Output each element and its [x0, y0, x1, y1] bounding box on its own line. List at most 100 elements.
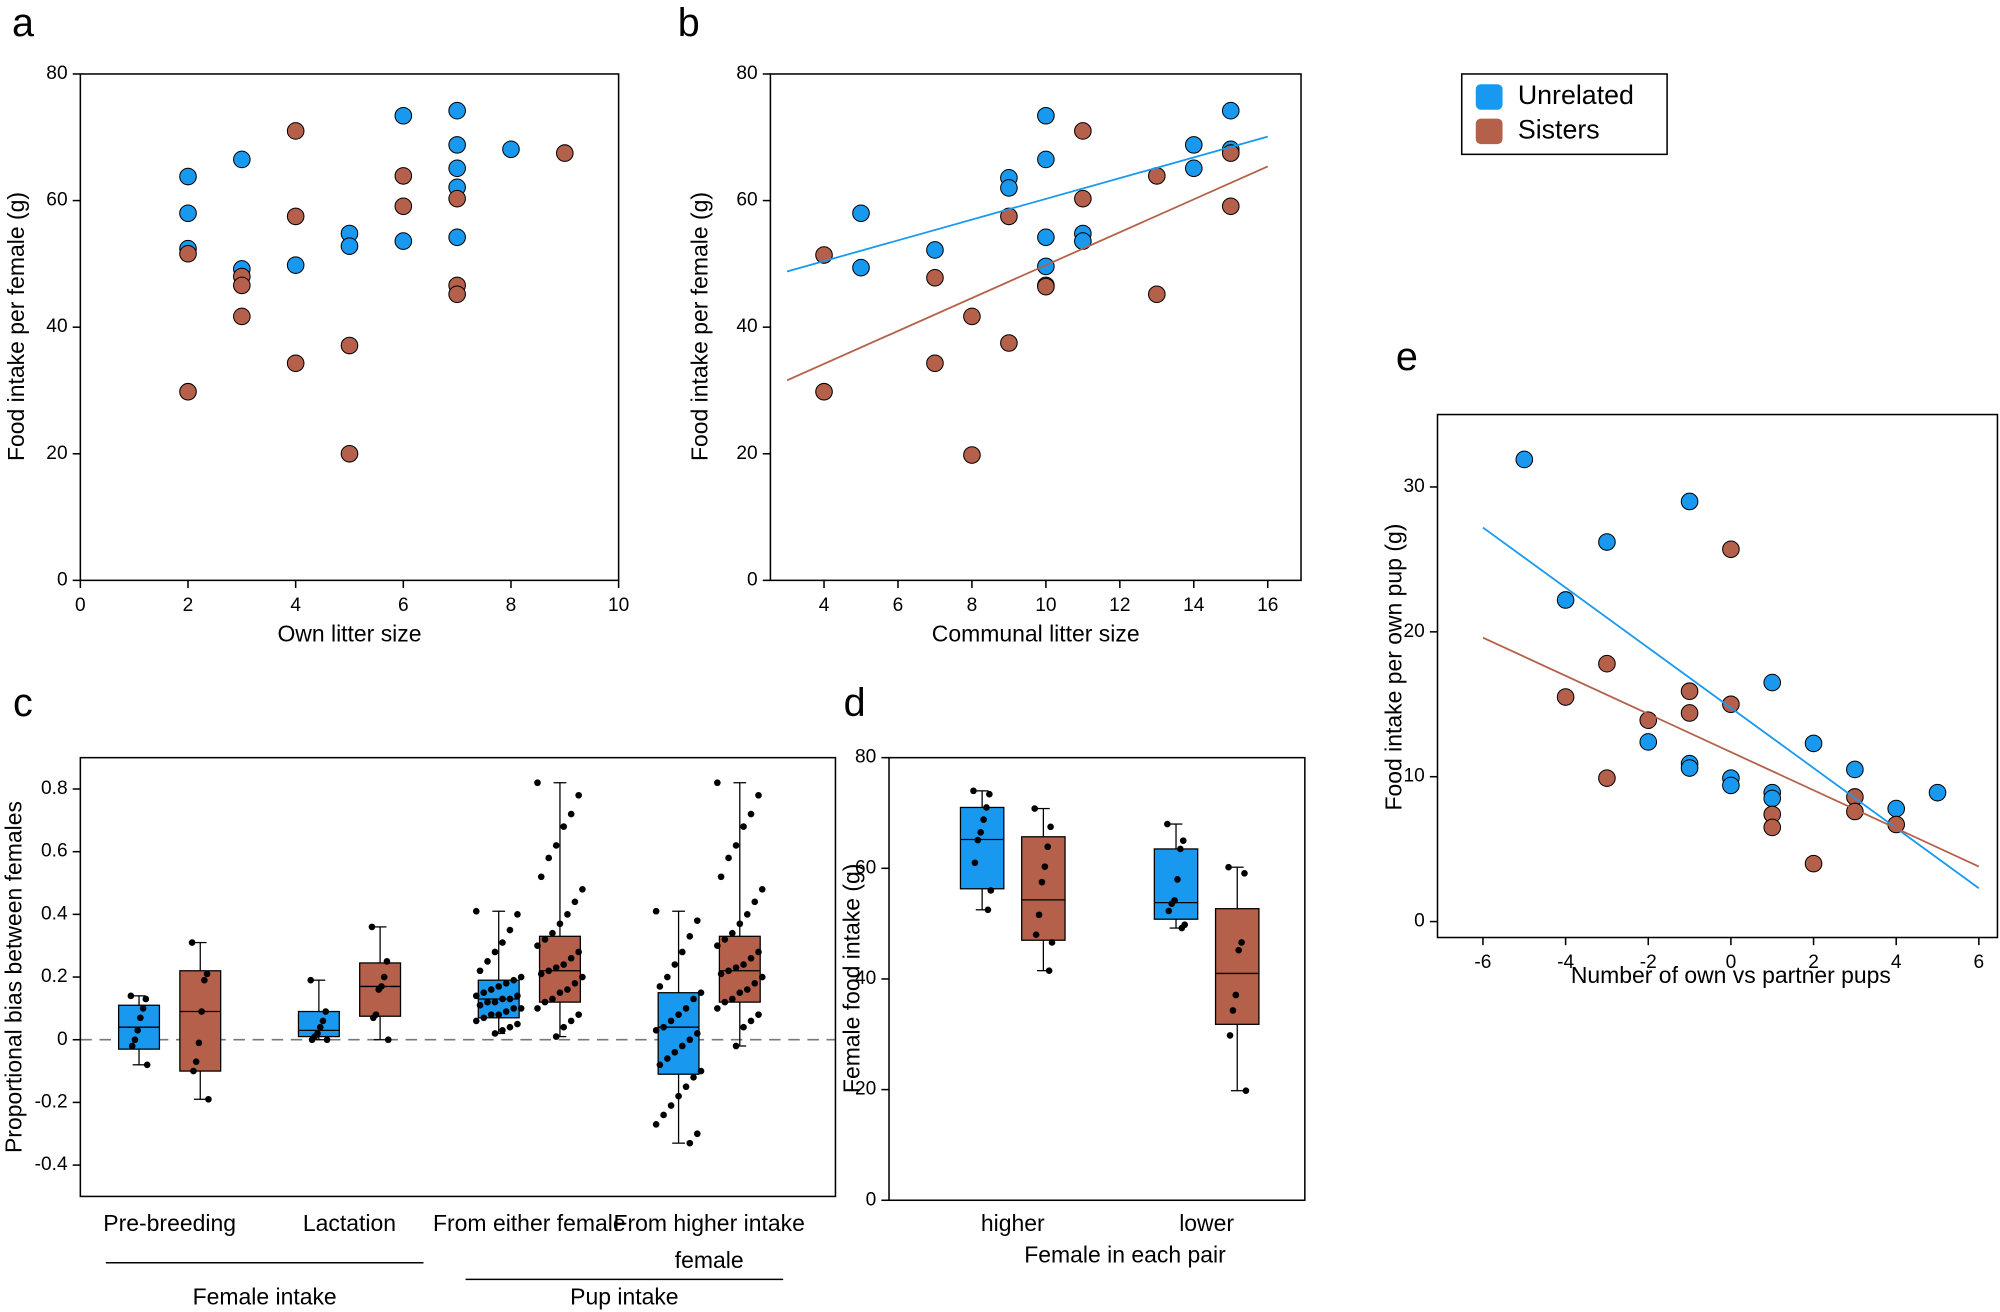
- x-tick-label: 2: [183, 595, 194, 616]
- box-point: [137, 1014, 144, 1022]
- box-point: [1045, 967, 1053, 974]
- data-point: [1680, 682, 1699, 701]
- box-point: [987, 887, 995, 894]
- plot-frame: [1436, 413, 1999, 939]
- box-point: [671, 961, 679, 968]
- box-point: [484, 958, 491, 965]
- box-point: [319, 1017, 327, 1025]
- data-point: [852, 258, 870, 277]
- box-point: [664, 1055, 671, 1062]
- box-point: [552, 842, 560, 849]
- box-point: [678, 1042, 686, 1050]
- group-label: Female intake: [193, 1284, 337, 1310]
- box-point: [472, 1017, 480, 1025]
- box-point: [514, 1020, 521, 1028]
- category-label: Lactation: [302, 1210, 397, 1236]
- box-point: [728, 929, 736, 937]
- box-point: [1035, 911, 1043, 919]
- box-point: [751, 979, 759, 987]
- box-point: [545, 854, 553, 862]
- x-tick-label: 2: [1808, 952, 1819, 973]
- box-point: [758, 973, 766, 981]
- x-tick-label: 6: [893, 595, 904, 616]
- box-point: [502, 1008, 510, 1015]
- data-point: [1722, 540, 1740, 559]
- data-point: [1722, 695, 1740, 714]
- y-tick-label: 0.4: [41, 903, 68, 924]
- box-point: [190, 1067, 197, 1075]
- box: [657, 992, 700, 1075]
- y-axis-label: Female food intake (g): [838, 864, 864, 1093]
- box-point: [714, 779, 721, 787]
- box-point: [652, 907, 660, 915]
- y-tick-label: 0: [57, 1029, 68, 1050]
- box-point: [686, 932, 694, 940]
- data-point: [448, 228, 466, 247]
- data-point: [1680, 759, 1699, 777]
- box-point: [660, 1023, 667, 1031]
- data-point: [815, 382, 833, 401]
- box-point: [556, 920, 564, 928]
- box-point: [667, 1102, 675, 1109]
- box-point: [384, 1036, 392, 1044]
- y-tick-label: 60: [46, 190, 67, 211]
- data-point: [555, 144, 574, 162]
- plot-frame: [79, 756, 837, 1198]
- x-tick-label: -6: [1474, 952, 1491, 973]
- box-point: [686, 1036, 694, 1044]
- box-point: [549, 995, 556, 1003]
- box-point: [980, 816, 987, 823]
- fit-line: [786, 165, 1269, 382]
- legend: Unrelated Sisters: [1460, 73, 1668, 156]
- data-point: [340, 237, 359, 255]
- category-label-box: Lactation: [302, 1210, 397, 1236]
- box-point: [755, 1011, 762, 1018]
- box-point: [188, 939, 196, 946]
- y-tick-label: 0: [1414, 911, 1425, 932]
- data-point: [394, 197, 413, 216]
- x-tick-label: -4: [1557, 952, 1574, 973]
- box-point: [142, 995, 150, 1003]
- box-point: [693, 917, 701, 924]
- panel: d Female in each pair Female food intake (…: [838, 681, 1306, 1267]
- box-point: [725, 854, 732, 862]
- y-axis-label: Food intake per female (g): [3, 192, 29, 461]
- x-axis-label: Female in each pair: [1024, 1241, 1226, 1267]
- y-tick-label: 20: [1403, 621, 1424, 642]
- box-point: [567, 1017, 575, 1025]
- x-tick-label: 14: [1183, 595, 1205, 616]
- box-point: [1168, 900, 1175, 908]
- category-label: From either female: [432, 1210, 626, 1236]
- box-point: [736, 920, 744, 928]
- data-point: [233, 307, 251, 326]
- box-point: [143, 1061, 151, 1069]
- box-point: [693, 1130, 701, 1138]
- y-tick-label: -0.2: [35, 1091, 68, 1112]
- box-point: [368, 923, 376, 931]
- box-point: [549, 929, 556, 937]
- fit-line: [786, 135, 1268, 273]
- box-point: [480, 1014, 488, 1022]
- box-point: [476, 967, 484, 975]
- plot-frame: [79, 73, 620, 582]
- data-point: [1037, 277, 1055, 296]
- data-point: [926, 241, 944, 259]
- data-point: [179, 167, 197, 186]
- box-point: [1232, 991, 1240, 999]
- data-point: [1556, 591, 1575, 609]
- fit-line: [1482, 636, 1980, 868]
- data-point: [1680, 704, 1699, 722]
- x-axis-label: Own litter size: [277, 620, 421, 646]
- box-point: [1041, 863, 1049, 870]
- data-point: [394, 106, 413, 125]
- box-point: [480, 989, 488, 997]
- box-point: [322, 1008, 329, 1015]
- x-tick-label: 0: [1726, 952, 1737, 973]
- category-label-box: Pre-breeding: [103, 1210, 236, 1236]
- y-tick-label: 40: [855, 968, 876, 989]
- data-point: [1722, 776, 1740, 795]
- data-point: [1000, 207, 1018, 226]
- box-point: [671, 1048, 679, 1056]
- box-point: [495, 1011, 503, 1018]
